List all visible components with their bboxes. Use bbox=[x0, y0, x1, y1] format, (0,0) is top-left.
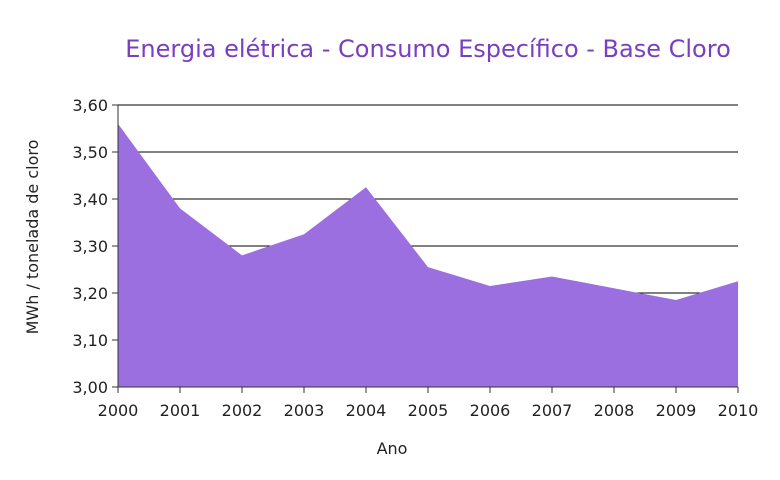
x-tick-label: 2007 bbox=[532, 401, 573, 420]
x-tick-label: 2006 bbox=[470, 401, 511, 420]
x-axis-label: Ano bbox=[377, 439, 408, 458]
y-tick-label: 3,50 bbox=[72, 143, 108, 162]
y-axis-label: MWh / tonelada de cloro bbox=[23, 140, 42, 335]
y-tick-label: 3,10 bbox=[72, 331, 108, 350]
y-tick-labels: 3,00 3,10 3,20 3,30 3,40 3,50 3,60 bbox=[72, 96, 108, 397]
x-tick-label: 2000 bbox=[98, 401, 139, 420]
x-tick-label: 2002 bbox=[222, 401, 263, 420]
x-tick-label: 2009 bbox=[656, 401, 697, 420]
y-tick-label: 3,00 bbox=[72, 378, 108, 397]
chart-title: Energia elétrica - Consumo Específico - … bbox=[125, 35, 731, 63]
y-tick-label: 3,60 bbox=[72, 96, 108, 115]
y-tick-label: 3,30 bbox=[72, 237, 108, 256]
x-tick-label: 2004 bbox=[346, 401, 387, 420]
x-tick-label: 2008 bbox=[594, 401, 635, 420]
x-tick-label: 2005 bbox=[408, 401, 449, 420]
x-tick-label: 2003 bbox=[284, 401, 325, 420]
axes bbox=[112, 104, 739, 393]
y-tick-label: 3,40 bbox=[72, 190, 108, 209]
series-area bbox=[118, 123, 738, 388]
x-tick-label: 2001 bbox=[160, 401, 201, 420]
y-tick-label: 3,20 bbox=[72, 284, 108, 303]
x-tick-labels: 2000 2001 2002 2003 2004 2005 2006 2007 2008 2009… bbox=[98, 401, 759, 420]
x-tick-label: 2010 bbox=[718, 401, 759, 420]
